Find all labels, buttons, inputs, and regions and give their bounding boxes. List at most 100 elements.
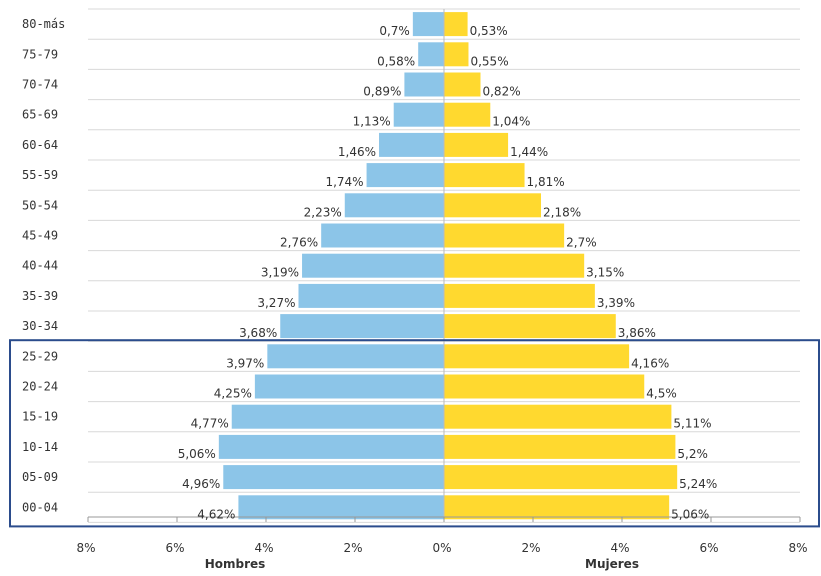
bar-hombres <box>302 253 444 278</box>
value-label-hombres: 3,19% <box>261 266 299 280</box>
bar-mujeres <box>444 223 565 248</box>
bar-mujeres <box>444 72 481 97</box>
x-axis-title-mujeres: Mujeres <box>585 557 639 571</box>
bar-mujeres <box>444 434 676 459</box>
x-tick-label: 4% <box>254 541 273 555</box>
bar-mujeres <box>444 253 585 278</box>
value-label-mujeres: 5,06% <box>671 507 709 521</box>
value-label-hombres: 0,89% <box>363 85 401 99</box>
x-tick-label: 4% <box>610 541 629 555</box>
value-label-mujeres: 2,18% <box>543 205 581 219</box>
value-label-mujeres: 4,16% <box>631 356 669 370</box>
x-tick-label: 6% <box>165 541 184 555</box>
bar-mujeres <box>444 12 468 37</box>
age-group-label: 60-64 <box>22 138 58 152</box>
value-label-hombres: 4,96% <box>182 477 220 491</box>
age-group-label: 05-09 <box>22 470 58 484</box>
value-label-mujeres: 1,44% <box>510 145 548 159</box>
bar-hombres <box>238 495 444 520</box>
value-label-mujeres: 3,15% <box>586 266 624 280</box>
bar-mujeres <box>444 193 542 218</box>
value-label-hombres: 0,58% <box>377 54 415 68</box>
x-tick-label: 0% <box>432 541 451 555</box>
x-tick-label: 8% <box>788 541 807 555</box>
bar-hombres <box>404 72 444 97</box>
value-label-hombres: 1,46% <box>338 145 376 159</box>
age-group-label: 25-29 <box>22 349 58 363</box>
value-label-hombres: 1,74% <box>325 175 363 189</box>
value-label-hombres: 5,06% <box>178 447 216 461</box>
value-label-hombres: 3,97% <box>226 356 264 370</box>
age-group-label: 30-34 <box>22 319 58 333</box>
bar-hombres <box>412 12 444 37</box>
x-axis-title-hombres: Hombres <box>205 557 266 571</box>
value-label-mujeres: 1,04% <box>492 115 530 129</box>
bars <box>218 12 678 520</box>
bar-hombres <box>418 42 444 67</box>
bar-hombres <box>379 132 444 157</box>
bar-mujeres <box>444 102 491 127</box>
x-axis-ticks: 8% 6% 4% 2% 0% 2% 4% 6% 8% <box>76 517 808 555</box>
value-label-mujeres: 5,24% <box>679 477 717 491</box>
value-label-mujeres: 0,55% <box>470 54 508 68</box>
bar-hombres <box>393 102 444 127</box>
value-label-mujeres: 2,7% <box>566 236 597 250</box>
value-label-hombres: 3,68% <box>239 326 277 340</box>
age-group-label: 75-79 <box>22 47 58 61</box>
bar-mujeres <box>444 495 670 520</box>
bar-hombres <box>254 374 444 399</box>
bar-hombres <box>231 404 444 429</box>
value-label-mujeres: 5,11% <box>673 417 711 431</box>
age-group-label: 45-49 <box>22 229 58 243</box>
bar-mujeres <box>444 404 672 429</box>
x-tick-label: 6% <box>699 541 718 555</box>
value-label-hombres: 4,77% <box>191 417 229 431</box>
age-group-label: 55-59 <box>22 168 58 182</box>
value-label-mujeres: 3,39% <box>597 296 635 310</box>
age-group-labels: 80-más 75-79 70-74 65-69 60-64 55-59 50-54 45-4… <box>22 17 65 514</box>
bar-mujeres <box>444 465 678 490</box>
age-group-label: 00-04 <box>22 500 58 514</box>
age-group-label: 20-24 <box>22 380 58 394</box>
value-label-mujeres: 3,86% <box>618 326 656 340</box>
value-label-mujeres: 0,82% <box>482 85 520 99</box>
age-group-label: 10-14 <box>22 440 58 454</box>
bar-hombres <box>366 163 444 188</box>
bar-mujeres <box>444 344 630 369</box>
highlight-box <box>9 339 820 528</box>
age-group-label: 65-69 <box>22 108 58 122</box>
bar-mujeres <box>444 42 469 67</box>
bar-hombres <box>280 314 444 339</box>
x-tick-label: 8% <box>76 541 95 555</box>
value-label-hombres: 2,23% <box>304 205 342 219</box>
bar-hombres <box>223 465 444 490</box>
age-group-label: 70-74 <box>22 78 58 92</box>
bar-hombres <box>344 193 444 218</box>
age-group-label: 40-44 <box>22 259 58 273</box>
value-label-hombres: 4,25% <box>214 387 252 401</box>
value-label-mujeres: 1,81% <box>527 175 565 189</box>
bar-mujeres <box>444 314 616 339</box>
value-label-hombres: 1,13% <box>353 115 391 129</box>
bar-mujeres <box>444 132 509 157</box>
age-group-label: 15-19 <box>22 410 58 424</box>
value-label-hombres: 3,27% <box>257 296 295 310</box>
age-group-label: 35-39 <box>22 289 58 303</box>
bar-hombres <box>298 283 444 308</box>
value-label-mujeres: 4,5% <box>646 387 677 401</box>
bar-mujeres <box>444 374 645 399</box>
value-label-mujeres: 0,53% <box>470 24 508 38</box>
x-tick-label: 2% <box>343 541 362 555</box>
age-group-label: 50-54 <box>22 198 58 212</box>
bar-hombres <box>321 223 444 248</box>
value-label-hombres: 4,62% <box>197 507 235 521</box>
value-label-mujeres: 5,2% <box>677 447 708 461</box>
value-label-hombres: 2,76% <box>280 236 318 250</box>
bar-hombres <box>218 434 444 459</box>
age-group-label: 80-más <box>22 17 65 31</box>
x-tick-label: 2% <box>521 541 540 555</box>
value-label-hombres: 0,7% <box>379 24 410 38</box>
bar-hombres <box>267 344 444 369</box>
bar-mujeres <box>444 283 595 308</box>
